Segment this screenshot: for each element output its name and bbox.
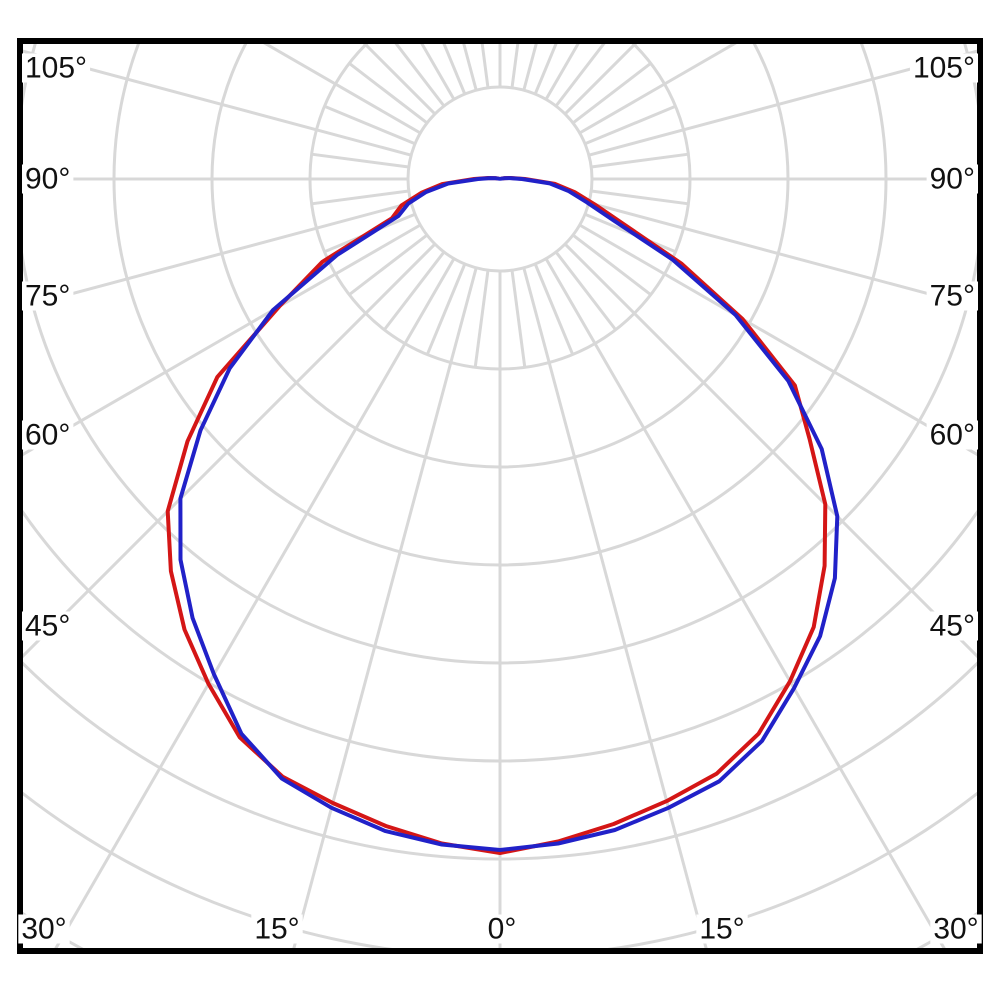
- angle-label-left: 75°: [25, 280, 70, 313]
- intensity-curve-blue: [178, 176, 840, 852]
- grid-spoke: [522, 267, 708, 948]
- angle-label-right-backing: [909, 53, 978, 83]
- angle-label-bottom-backing: [930, 914, 982, 944]
- grid-spoke: [23, 223, 422, 457]
- angle-label-bottom: 15°: [699, 913, 744, 946]
- angle-label-bottom-backing: [696, 914, 748, 944]
- angle-label-left-backing: [22, 53, 91, 83]
- angle-label-bottom-backing: [18, 914, 70, 944]
- grid-fine-spoke: [473, 270, 490, 368]
- angle-label-left: 45°: [25, 610, 70, 643]
- angle-label-right-backing: [926, 164, 978, 194]
- grid-fine-spoke: [584, 104, 677, 146]
- grid-fine-spoke: [533, 263, 575, 356]
- angle-label-bottom: 30°: [933, 913, 978, 946]
- angle-label-left: 60°: [25, 419, 70, 452]
- angle-label-right: 90°: [930, 163, 975, 196]
- grid-fine-spoke: [591, 152, 689, 169]
- chart-frame: [17, 38, 983, 954]
- angle-label-bottom-backing: [484, 914, 520, 944]
- grid-fine-spoke: [425, 263, 467, 356]
- grid-fine-spoke: [533, 44, 558, 95]
- grid-fine-spoke: [383, 251, 446, 331]
- grid-spoke: [23, 201, 412, 309]
- grid-fine-spoke: [348, 233, 428, 296]
- angle-label-bottom: 15°: [254, 913, 299, 946]
- angle-label-left-backing: [22, 281, 74, 311]
- angle-label-bottom: 0°: [488, 913, 517, 946]
- intensity-curve-red: [165, 176, 828, 855]
- angle-label-left: 105°: [25, 52, 87, 85]
- grid-spoke: [54, 257, 456, 948]
- grid-spoke: [544, 257, 946, 948]
- grid-fine-spoke: [591, 189, 689, 206]
- grid-fine-spoke: [554, 44, 606, 107]
- angle-label-bottom-backing: [251, 914, 303, 944]
- angle-label-left-backing: [22, 420, 74, 450]
- angle-label-left-backing: [22, 164, 74, 194]
- grid-fine-spoke: [510, 44, 520, 88]
- grid-fine-spoke: [311, 189, 409, 206]
- grid-fine-spoke: [311, 152, 409, 169]
- grid-spoke: [23, 49, 412, 157]
- angle-label-right: 45°: [930, 610, 975, 643]
- angle-label-right: 105°: [913, 52, 975, 85]
- angle-label-right-backing: [926, 281, 978, 311]
- grid-fine-spoke: [554, 251, 617, 331]
- grid-fine-spoke: [510, 270, 527, 368]
- grid-spoke: [588, 201, 977, 309]
- grid-spoke: [578, 223, 977, 457]
- grid-fine-spoke: [394, 44, 446, 107]
- grid-fine-spoke: [480, 44, 490, 88]
- angle-label-right: 75°: [930, 280, 975, 313]
- grid-fine-spoke: [442, 44, 467, 95]
- angle-label-right: 60°: [930, 419, 975, 452]
- grid-spoke: [563, 242, 977, 659]
- grid-spoke: [588, 49, 977, 157]
- grid-fine-spoke: [348, 62, 428, 125]
- angle-label-right-backing: [926, 420, 978, 450]
- angle-label-right-backing: [926, 611, 978, 641]
- grid-spoke: [292, 267, 478, 948]
- grid-fine-spoke: [572, 62, 652, 125]
- grid-fine-spoke: [572, 233, 652, 296]
- angle-label-bottom: 30°: [21, 913, 66, 946]
- angle-label-left: 90°: [25, 163, 70, 196]
- grid-spoke: [23, 242, 437, 659]
- angle-label-left-backing: [22, 611, 74, 641]
- grid-fine-spoke: [323, 104, 416, 146]
